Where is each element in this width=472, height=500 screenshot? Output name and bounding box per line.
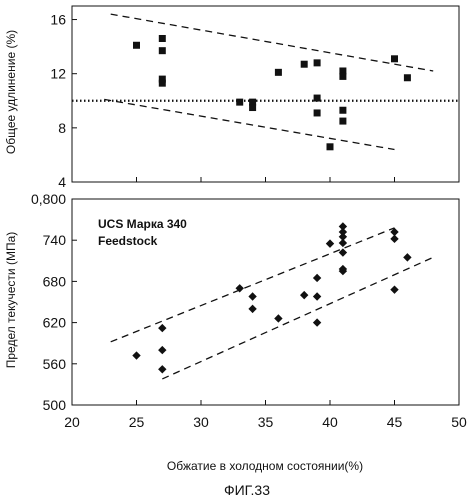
data-point xyxy=(338,227,348,237)
data-point xyxy=(339,106,347,114)
data-point xyxy=(133,41,140,49)
bottom-panel: 500 560 620 680 740 0,800 20 25 30 35 40 45 50 UCS … xyxy=(4,191,467,473)
data-point xyxy=(300,60,308,68)
y-tick-label: 16 xyxy=(50,12,66,28)
data-point xyxy=(312,273,322,283)
data-point xyxy=(390,234,399,244)
data-point xyxy=(325,239,335,248)
x-tick-label: 35 xyxy=(258,414,274,430)
data-point xyxy=(158,34,166,42)
data-point xyxy=(312,292,322,301)
data-point xyxy=(158,79,166,87)
data-point xyxy=(339,72,347,80)
data-point xyxy=(235,284,244,293)
bound-line xyxy=(162,256,434,380)
data-point xyxy=(338,248,348,257)
x-tick-label: 20 xyxy=(64,414,80,430)
bottom-trend-lines xyxy=(110,227,434,380)
data-point xyxy=(313,59,321,67)
data-point xyxy=(158,47,166,55)
y-tick-label: 0,800 xyxy=(31,191,66,207)
data-point xyxy=(158,365,167,374)
data-point xyxy=(313,94,321,102)
data-point xyxy=(339,67,347,75)
data-point xyxy=(249,104,257,112)
chart-annotation-feedstock: Feedstock xyxy=(98,234,158,248)
top-trend-lines xyxy=(72,13,459,151)
bottom-y-axis-label: Предел текучести (МПа) xyxy=(4,232,18,369)
figure-caption: ФИГ.33 xyxy=(224,482,270,498)
data-point xyxy=(158,75,166,83)
y-tick-label: 680 xyxy=(43,273,67,289)
data-point xyxy=(158,345,167,355)
top-plot-frame xyxy=(71,5,460,183)
x-axis-label: Обжатие в холодном состоянии(%) xyxy=(167,459,363,473)
y-tick-label: 4 xyxy=(58,174,66,190)
y-tick-label: 500 xyxy=(43,397,67,413)
y-tick-label: 12 xyxy=(50,66,66,82)
data-point xyxy=(338,266,348,276)
data-point xyxy=(390,285,399,294)
y-tick-label: 740 xyxy=(43,232,67,248)
data-point xyxy=(236,98,244,106)
data-point xyxy=(391,55,398,63)
data-point xyxy=(312,318,322,327)
data-point xyxy=(132,351,141,360)
data-point xyxy=(403,74,411,82)
x-tick-label: 45 xyxy=(387,414,403,430)
data-point xyxy=(248,292,257,301)
data-point xyxy=(274,314,283,323)
bottom-data-points xyxy=(132,222,412,374)
data-point xyxy=(390,227,399,237)
data-point xyxy=(300,290,309,300)
bound-line xyxy=(110,227,395,343)
top-data-points xyxy=(133,34,411,151)
y-tick-label: 620 xyxy=(43,315,67,331)
chart-annotation-grade: UCS Марка 340 xyxy=(98,217,187,231)
x-tick-label: 25 xyxy=(129,414,145,430)
top-y-axis-ticks: 4 8 12 16 xyxy=(50,12,460,190)
bound-line xyxy=(104,98,395,151)
top-y-axis-label: Общее удлинение (%) xyxy=(4,30,18,154)
data-point xyxy=(249,98,257,106)
x-tick-label: 50 xyxy=(451,414,467,430)
data-point xyxy=(338,222,348,231)
data-point xyxy=(274,68,282,76)
data-point xyxy=(338,232,348,241)
bound-line xyxy=(110,13,434,72)
data-point xyxy=(158,323,167,333)
bottom-y-axis-ticks: 500 560 620 680 740 0,800 xyxy=(31,191,77,413)
top-panel: 4 8 12 16 Общее удлинение (%) xyxy=(4,5,460,190)
y-tick-label: 8 xyxy=(58,120,66,136)
data-point xyxy=(248,304,257,314)
x-tick-label: 40 xyxy=(322,414,338,430)
data-point xyxy=(339,117,347,125)
x-tick-label: 30 xyxy=(193,414,209,430)
data-point xyxy=(403,253,412,262)
x-axis-ticks: 20 25 30 35 40 45 50 xyxy=(64,400,467,430)
data-point xyxy=(338,238,348,248)
data-point xyxy=(326,143,334,151)
data-point xyxy=(313,109,321,117)
y-tick-label: 560 xyxy=(43,356,67,372)
